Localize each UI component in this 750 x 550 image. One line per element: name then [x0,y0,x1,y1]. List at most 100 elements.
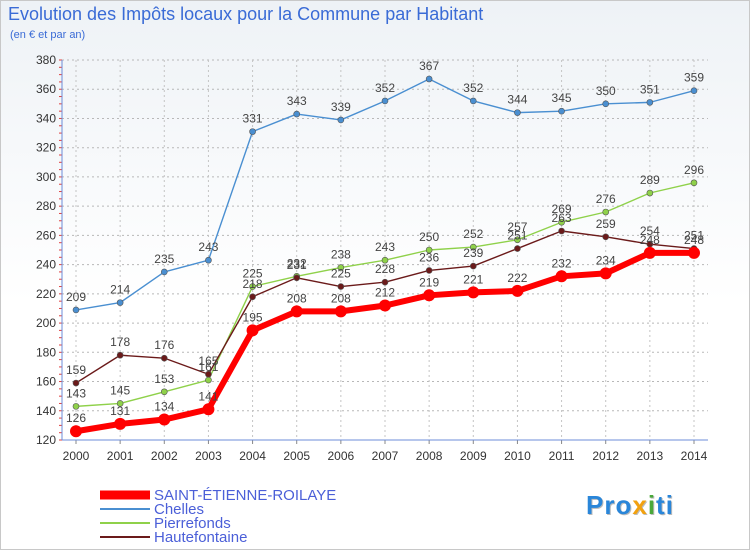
y-tick-label: 140 [36,404,56,418]
data-label-pierrefonds: 250 [419,230,439,244]
point-hautefontaine [425,267,433,274]
data-label-pierrefonds: 232 [287,256,307,270]
y-tick-label: 360 [36,82,56,96]
point-saint-etienne-roilaye [379,299,391,312]
data-label-saint-etienne-roilaye: 248 [640,233,660,247]
legend-label: Chelles [154,501,204,518]
point-chelles [646,99,654,106]
point-chelles [469,97,477,105]
point-pierrefonds [469,243,477,251]
point-hautefontaine [558,227,565,235]
data-label-pierrefonds: 296 [684,163,704,177]
data-label-hautefontaine: 259 [596,217,616,231]
x-tick-label: 2007 [372,449,399,463]
data-label-saint-etienne-roilaye: 234 [596,253,616,267]
data-label-saint-etienne-roilaye: 208 [287,291,307,305]
label-layer: 209 214 235 243 331 343 339 352 367 352 344 345 350 3… [66,59,704,425]
data-label-pierrefonds: 145 [110,383,130,397]
data-label-saint-etienne-roilaye: 208 [331,291,351,305]
point-pierrefonds [381,256,389,264]
data-label-pierrefonds: 243 [375,240,395,254]
point-hautefontaine [381,278,389,286]
data-label-chelles: 350 [596,84,616,98]
data-label-chelles: 209 [66,290,86,304]
data-label-pierrefonds: 238 [331,248,351,262]
data-label-saint-etienne-roilaye: 212 [375,286,395,300]
point-hautefontaine [72,379,80,387]
point-saint-etienne-roilaye [688,246,700,259]
legend: SAINT-ÉTIENNE-ROILAYEChellesPierrefondsH… [100,487,336,546]
y-tick-label: 340 [36,111,56,125]
point-saint-etienne-roilaye [643,246,656,259]
data-label-pierrefonds: 225 [243,267,263,281]
point-chelles [337,116,345,124]
data-label-saint-etienne-roilaye: 195 [243,310,263,324]
chart-subtitle: (en € et par an) [10,29,86,41]
data-label-hautefontaine: 251 [684,229,704,243]
data-label-hautefontaine: 176 [154,338,174,352]
data-label-saint-etienne-roilaye: 232 [552,256,572,270]
y-tick-label: 180 [36,345,56,359]
series-layer [70,75,700,438]
y-tick-label: 240 [36,258,56,272]
y-tick-label: 380 [36,53,56,67]
y-tick-label: 260 [36,228,56,242]
point-chelles [602,100,610,108]
data-label-saint-etienne-roilaye: 222 [507,271,527,285]
data-label-pierrefonds: 269 [552,202,572,216]
data-label-hautefontaine: 165 [198,354,218,368]
point-saint-etienne-roilaye [511,284,524,297]
x-tick-label: 2008 [416,449,443,463]
point-hautefontaine [514,245,521,252]
data-label-saint-etienne-roilaye: 131 [110,404,130,418]
point-hautefontaine [116,351,124,359]
point-pierrefonds [514,236,521,244]
chart-title: Evolution des Impôts locaux pour la Comm… [8,4,484,24]
x-tick-label: 2002 [151,449,178,463]
legend-label: Hautefontaine [154,529,247,546]
point-saint-etienne-roilaye [70,425,82,438]
data-label-pierrefonds: 252 [463,227,483,241]
point-pierrefonds [160,388,168,396]
point-hautefontaine [337,283,345,290]
data-label-pierrefonds: 143 [66,386,86,400]
x-tick-label: 2012 [592,449,619,463]
point-chelles [72,306,80,314]
point-chelles [160,268,168,276]
point-chelles [690,87,698,94]
x-tick-label: 2003 [195,449,222,463]
x-tick-label: 2013 [637,449,664,463]
x-tick-label: 2004 [239,449,266,463]
point-chelles [249,128,256,135]
data-label-chelles: 343 [287,94,307,108]
data-label-chelles: 367 [419,59,439,73]
point-chelles [381,97,389,105]
point-pierrefonds [337,264,345,271]
data-label-pierrefonds: 153 [154,372,174,386]
point-pierrefonds [646,189,654,197]
x-tick-label: 2010 [504,449,531,463]
data-label-hautefontaine: 263 [552,211,572,225]
data-label-saint-etienne-roilaye: 248 [684,233,704,247]
point-pierrefonds [602,208,610,216]
data-label-hautefontaine: 239 [463,246,483,260]
data-label-pierrefonds: 257 [507,220,527,234]
point-pierrefonds [690,179,698,187]
point-hautefontaine [602,233,610,241]
y-tick-label: 280 [36,199,56,213]
data-label-saint-etienne-roilaye: 141 [198,389,218,403]
data-label-pierrefonds: 161 [198,360,218,374]
data-label-chelles: 339 [331,100,351,114]
point-pierrefonds [72,403,80,410]
point-pierrefonds [249,283,256,290]
point-saint-etienne-roilaye [555,270,568,283]
axis-layer: 120 140 160 180 200 220 240 260 280 300 320 340 360 3… [36,53,708,463]
point-saint-etienne-roilaye [246,324,259,337]
data-label-hautefontaine: 254 [640,224,660,238]
data-label-chelles: 235 [154,252,174,266]
x-tick-label: 2005 [283,449,310,463]
point-chelles [425,75,433,83]
point-hautefontaine [160,354,168,362]
x-tick-label: 2014 [681,449,708,463]
